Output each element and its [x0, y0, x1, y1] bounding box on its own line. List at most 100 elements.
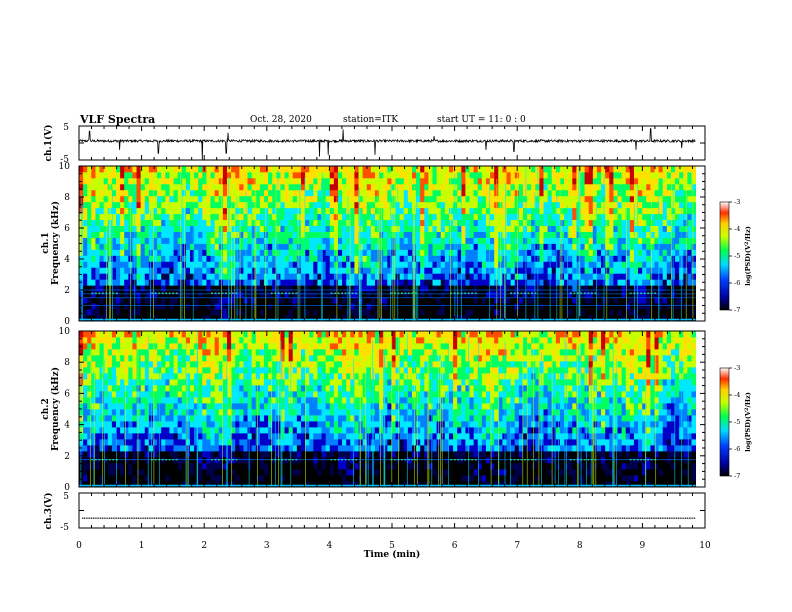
spectrogram-cell: [506, 303, 512, 310]
spectrogram-cell: [152, 433, 158, 440]
spectrogram-cell: [629, 177, 635, 185]
spectrogram-cell: [494, 166, 499, 173]
spectrogram-cell: [399, 231, 405, 238]
spectrogram-cell: [362, 171, 368, 179]
spectrogram-cell: [296, 177, 302, 185]
spectrogram-cell: [601, 201, 606, 209]
spectrogram-cell: [255, 315, 261, 322]
spectrogram-cell: [95, 309, 100, 316]
spectrogram-cell: [173, 231, 179, 238]
spectrogram-cell: [403, 171, 409, 179]
spectrogram-cell: [136, 249, 142, 256]
spectrogram-cell: [329, 261, 335, 268]
spectrogram-cell: [362, 249, 368, 256]
spectrogram-cell: [99, 249, 105, 256]
spectrogram-cell: [539, 309, 544, 316]
spectrogram-cell: [305, 255, 310, 262]
spectrogram-cell: [679, 177, 684, 185]
spectrogram-cell: [280, 231, 285, 238]
spectrogram-cell: [465, 189, 470, 197]
spectrogram-cell: [296, 201, 302, 209]
spectrogram-cell: [465, 315, 470, 322]
spectrogram-cell: [559, 171, 565, 179]
spectrogram-cell: [305, 261, 310, 268]
spectrogram-cell: [547, 166, 553, 173]
spectrogram-cell: [157, 237, 162, 244]
spectrogram-cell: [169, 331, 174, 338]
spectrogram-cell: [198, 315, 203, 322]
spectrogram-cell: [305, 285, 310, 292]
spectrogram-cell: [87, 421, 92, 428]
spectrogram-cell: [428, 189, 433, 197]
spectrogram-cell: [177, 457, 183, 464]
spectrogram-cell: [185, 343, 191, 350]
spectrogram-cell: [436, 243, 442, 250]
spectrogram-cell: [374, 183, 380, 191]
spectrogram-cell: [617, 315, 623, 322]
spectrogram-cell: [601, 279, 606, 286]
spectrogram-cell: [613, 237, 618, 244]
ch1-waveform-trace: [78, 128, 696, 161]
spectrogram-cell: [231, 237, 236, 244]
spectrogram-cell: [510, 225, 516, 232]
spectrogram-cell: [181, 303, 187, 310]
spectrogram-cell: [448, 189, 454, 197]
spectrogram-cell: [177, 355, 183, 362]
spectrogram-cell: [263, 195, 269, 203]
spectrogram-cell: [658, 213, 664, 221]
spectrogram-cell: [144, 225, 150, 232]
spectrogram-cell: [272, 166, 277, 173]
spectrogram-cell: [346, 207, 351, 215]
spectrogram-cell: [124, 409, 129, 416]
spectrogram-cell: [477, 177, 483, 185]
spectrogram-cell: [494, 237, 499, 244]
spectrogram-cell: [148, 261, 154, 268]
spectrogram-cell: [169, 279, 174, 286]
spectrogram-cell: [321, 297, 327, 304]
spectrogram-cell: [461, 219, 466, 227]
spectrogram-cell: [333, 183, 339, 191]
spectrogram-cell: [403, 315, 409, 322]
spectrogram-cell: [288, 219, 294, 227]
spectrogram-cell: [259, 201, 265, 209]
spectrogram-cell: [494, 183, 499, 191]
spectrogram-cell: [354, 225, 359, 232]
spectrogram-cell: [305, 237, 310, 244]
spectrogram-cell: [675, 183, 680, 191]
spectrogram-cell: [658, 261, 664, 268]
spectrogram-cell: [259, 315, 265, 322]
spectrogram-cell: [222, 231, 228, 238]
spectrogram-cell: [83, 409, 88, 416]
spectrogram-cell: [416, 201, 421, 209]
spectrogram-cell: [325, 309, 331, 316]
spectrogram-cell: [111, 279, 117, 286]
spectrogram-cell: [654, 309, 660, 316]
spectrogram-cell: [481, 285, 487, 292]
spectrogram-cell: [276, 237, 281, 244]
spectrogram-cell: [354, 201, 359, 209]
spectrogram-cell: [173, 249, 179, 256]
spectrogram-cell: [527, 243, 532, 250]
spectrogram-cell: [251, 166, 257, 173]
spectrogram-cell: [202, 297, 207, 304]
spectrogram-cell: [646, 207, 651, 215]
spectrogram-cell: [280, 237, 285, 244]
spectrogram-cell: [518, 279, 524, 286]
spectrogram-cell: [601, 273, 606, 280]
spectrogram-cell: [185, 183, 191, 191]
spectrogram-cell: [144, 421, 150, 428]
spectrogram-cell: [95, 285, 100, 292]
spectrogram-cell: [502, 195, 507, 203]
spectrogram-cell: [87, 361, 92, 368]
spectrogram-cell: [527, 291, 532, 298]
spectrogram-cell: [103, 285, 109, 292]
spectrogram-cell: [95, 207, 100, 215]
spectrogram-cell: [407, 261, 413, 268]
spectrogram-cell: [202, 309, 207, 316]
spectrogram-cell: [506, 279, 512, 286]
spectrogram-cell: [177, 415, 183, 422]
spectrogram-cell: [124, 255, 129, 262]
spectrogram-cell: [251, 237, 257, 244]
spectrogram-cell: [564, 201, 569, 209]
spectrogram-cell: [124, 403, 129, 410]
